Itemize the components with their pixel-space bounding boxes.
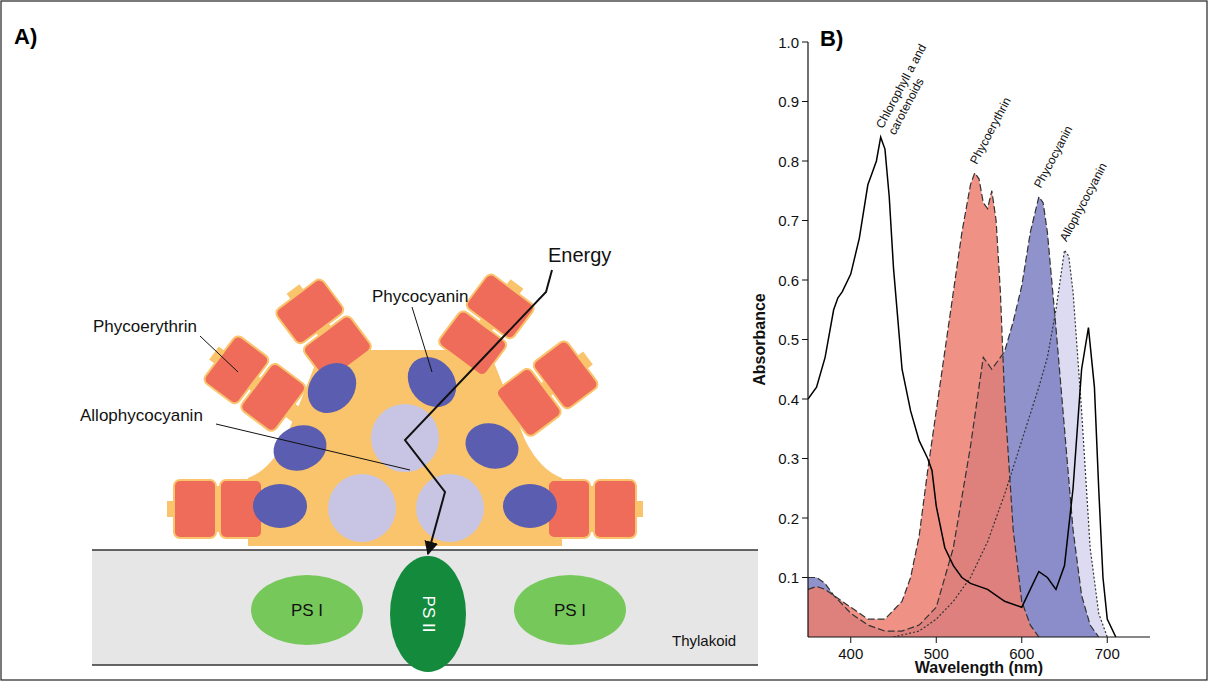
energy-arrow [405, 270, 552, 554]
series-label-line: carotenoids [885, 76, 926, 137]
series-label: Allophycocyanin [1057, 161, 1110, 244]
photosystem-label: PS I [291, 601, 323, 620]
y-tick-label: 0.3 [778, 450, 799, 467]
membrane-label: Thylakoid [672, 632, 736, 649]
series-label-line: Phycocyanin [1031, 123, 1075, 190]
series-label-group: Chlorophyll a andcarotenoids [873, 42, 941, 138]
diagram: Thylakoid PS I PS II PS I Phycoerythrin Phyco… [80, 244, 758, 672]
series-label: Phycoerythrin [967, 95, 1014, 166]
phycocyanin-unit [267, 418, 333, 478]
area-outline [808, 197, 1099, 637]
y-tick-label: 0.5 [778, 331, 799, 348]
y-tick [802, 339, 808, 340]
x-tick [850, 637, 851, 643]
series-label: Phycocyanin [1031, 123, 1075, 190]
phycocyanin-unit [298, 353, 366, 423]
x-tick-label: 700 [1095, 645, 1120, 662]
series-label-line: Allophycocyanin [1057, 161, 1110, 244]
allophycocyanin-unit [416, 474, 484, 542]
y-tick-label: 0.1 [778, 569, 799, 586]
figure: A) B) Thylakoid PS I PS II PS I Phycoerythrin P… [0, 0, 1209, 682]
phycoerythrin-unit [531, 339, 599, 411]
series-label: Chlorophyll a andcarotenoids [873, 42, 941, 138]
y-tick-label: 0.6 [778, 272, 799, 289]
series-label-group: Phycoerythrin [967, 95, 1014, 166]
panel-letter: A) [14, 24, 37, 49]
phycoerythrin-unit [274, 277, 346, 345]
x-tick [1107, 637, 1108, 643]
y-tick [802, 220, 808, 221]
photosystem [251, 575, 363, 645]
spectrum-line [808, 137, 1116, 637]
series-label-line: Phycoerythrin [967, 95, 1014, 166]
frame [1, 1, 1207, 680]
area-fill [808, 173, 1039, 637]
plot-data [808, 137, 1116, 637]
area-outline [808, 173, 1039, 637]
x-axis [808, 636, 1150, 637]
photosystem [390, 556, 466, 672]
y-tick-label: 0.2 [778, 510, 799, 527]
leader-line [200, 336, 238, 372]
y-tick-label: 0.7 [778, 212, 799, 229]
series-label-group: Allophycocyanin [1057, 161, 1110, 244]
leader-line [412, 307, 432, 372]
energy-label: Energy [548, 244, 611, 266]
y-tick [802, 518, 808, 519]
panel-letter: B) [820, 26, 843, 51]
photosystem-label: PS II [419, 596, 438, 633]
leader-line [216, 424, 410, 470]
y-tick-label: 0.9 [778, 93, 799, 110]
chart: 4005006007000.10.20.30.40.50.60.70.80.91… [751, 34, 1150, 677]
phycoerythrin-unit [174, 480, 216, 538]
y-tick-label: 0.4 [778, 391, 799, 408]
y-tick [802, 458, 808, 459]
y-axis-title: Absorbance [751, 293, 768, 386]
x-tick [936, 637, 937, 643]
area-outline [894, 250, 1108, 637]
phycocyanin-unit [459, 416, 525, 476]
photosystem-label: PS I [554, 601, 586, 620]
component-label: Allophycocyanin [80, 406, 203, 425]
y-tick [802, 101, 808, 102]
phycocyanin-unit [253, 484, 307, 528]
x-tick-label: 400 [838, 645, 863, 662]
component-label: Phycocyanin [372, 287, 468, 306]
allophycocyanin-unit [328, 474, 396, 542]
phycoerythrin-unit [594, 480, 636, 538]
y-tick [802, 577, 808, 578]
photosystem [514, 575, 626, 645]
y-tick [802, 399, 808, 400]
series-label-group: Phycocyanin [1031, 123, 1075, 190]
y-tick [802, 280, 808, 281]
membrane-line [92, 549, 758, 551]
phycocyanin-unit [503, 484, 557, 528]
component-label: Phycoerythrin [93, 317, 197, 336]
y-tick [802, 42, 808, 43]
x-axis-title: Wavelength (nm) [915, 659, 1043, 676]
y-tick [802, 161, 808, 162]
phycoerythrin-unit [464, 272, 536, 340]
y-tick-label: 0.8 [778, 153, 799, 170]
x-tick [1021, 637, 1022, 643]
y-tick-label: 1.0 [778, 34, 799, 51]
